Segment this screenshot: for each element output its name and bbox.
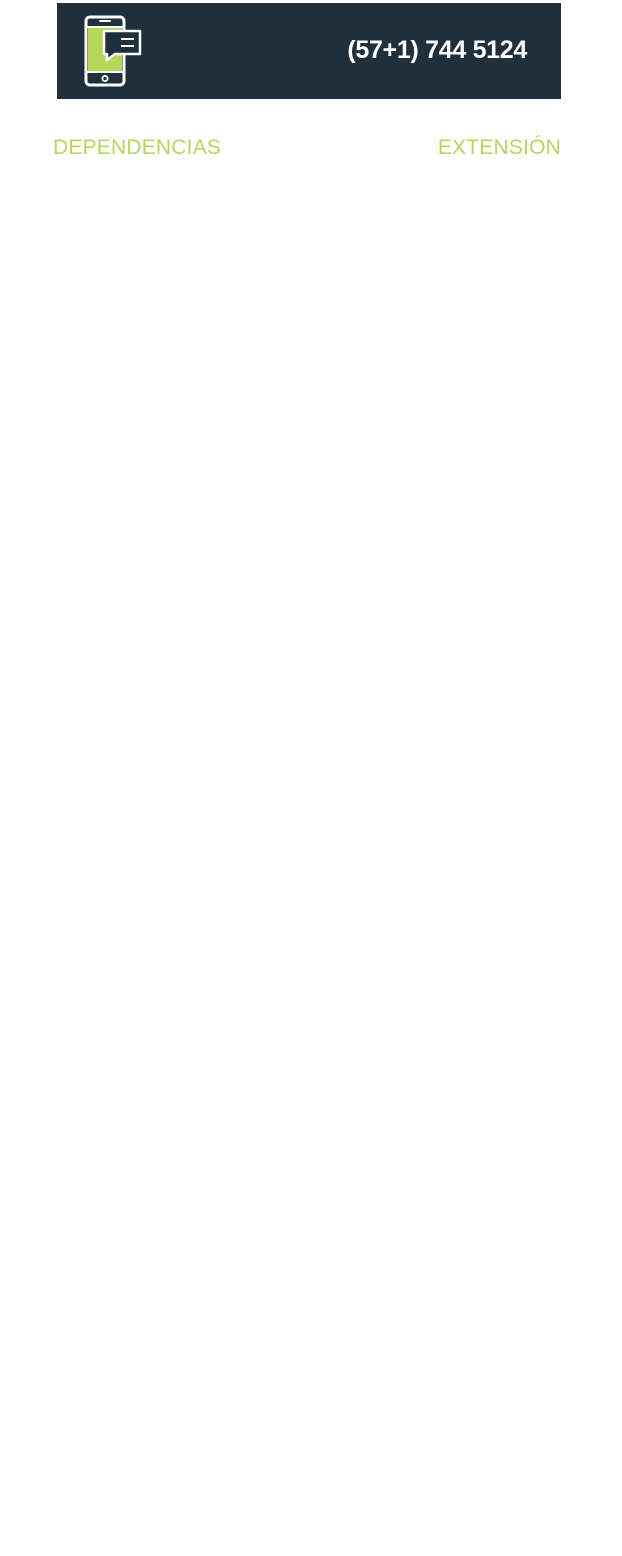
phone-number: (57+1) 744 5124 xyxy=(347,36,527,64)
dependencies-table-header: DEPENDENCIAS EXTENSIÓN xyxy=(53,134,561,162)
extension-column-header: EXTENSIÓN xyxy=(437,136,561,159)
dependencies-column-header: DEPENDENCIAS xyxy=(53,136,222,159)
phone-banner: (57+1) 744 5124 xyxy=(57,3,561,99)
mobile-phone-chat-icon xyxy=(84,15,142,87)
